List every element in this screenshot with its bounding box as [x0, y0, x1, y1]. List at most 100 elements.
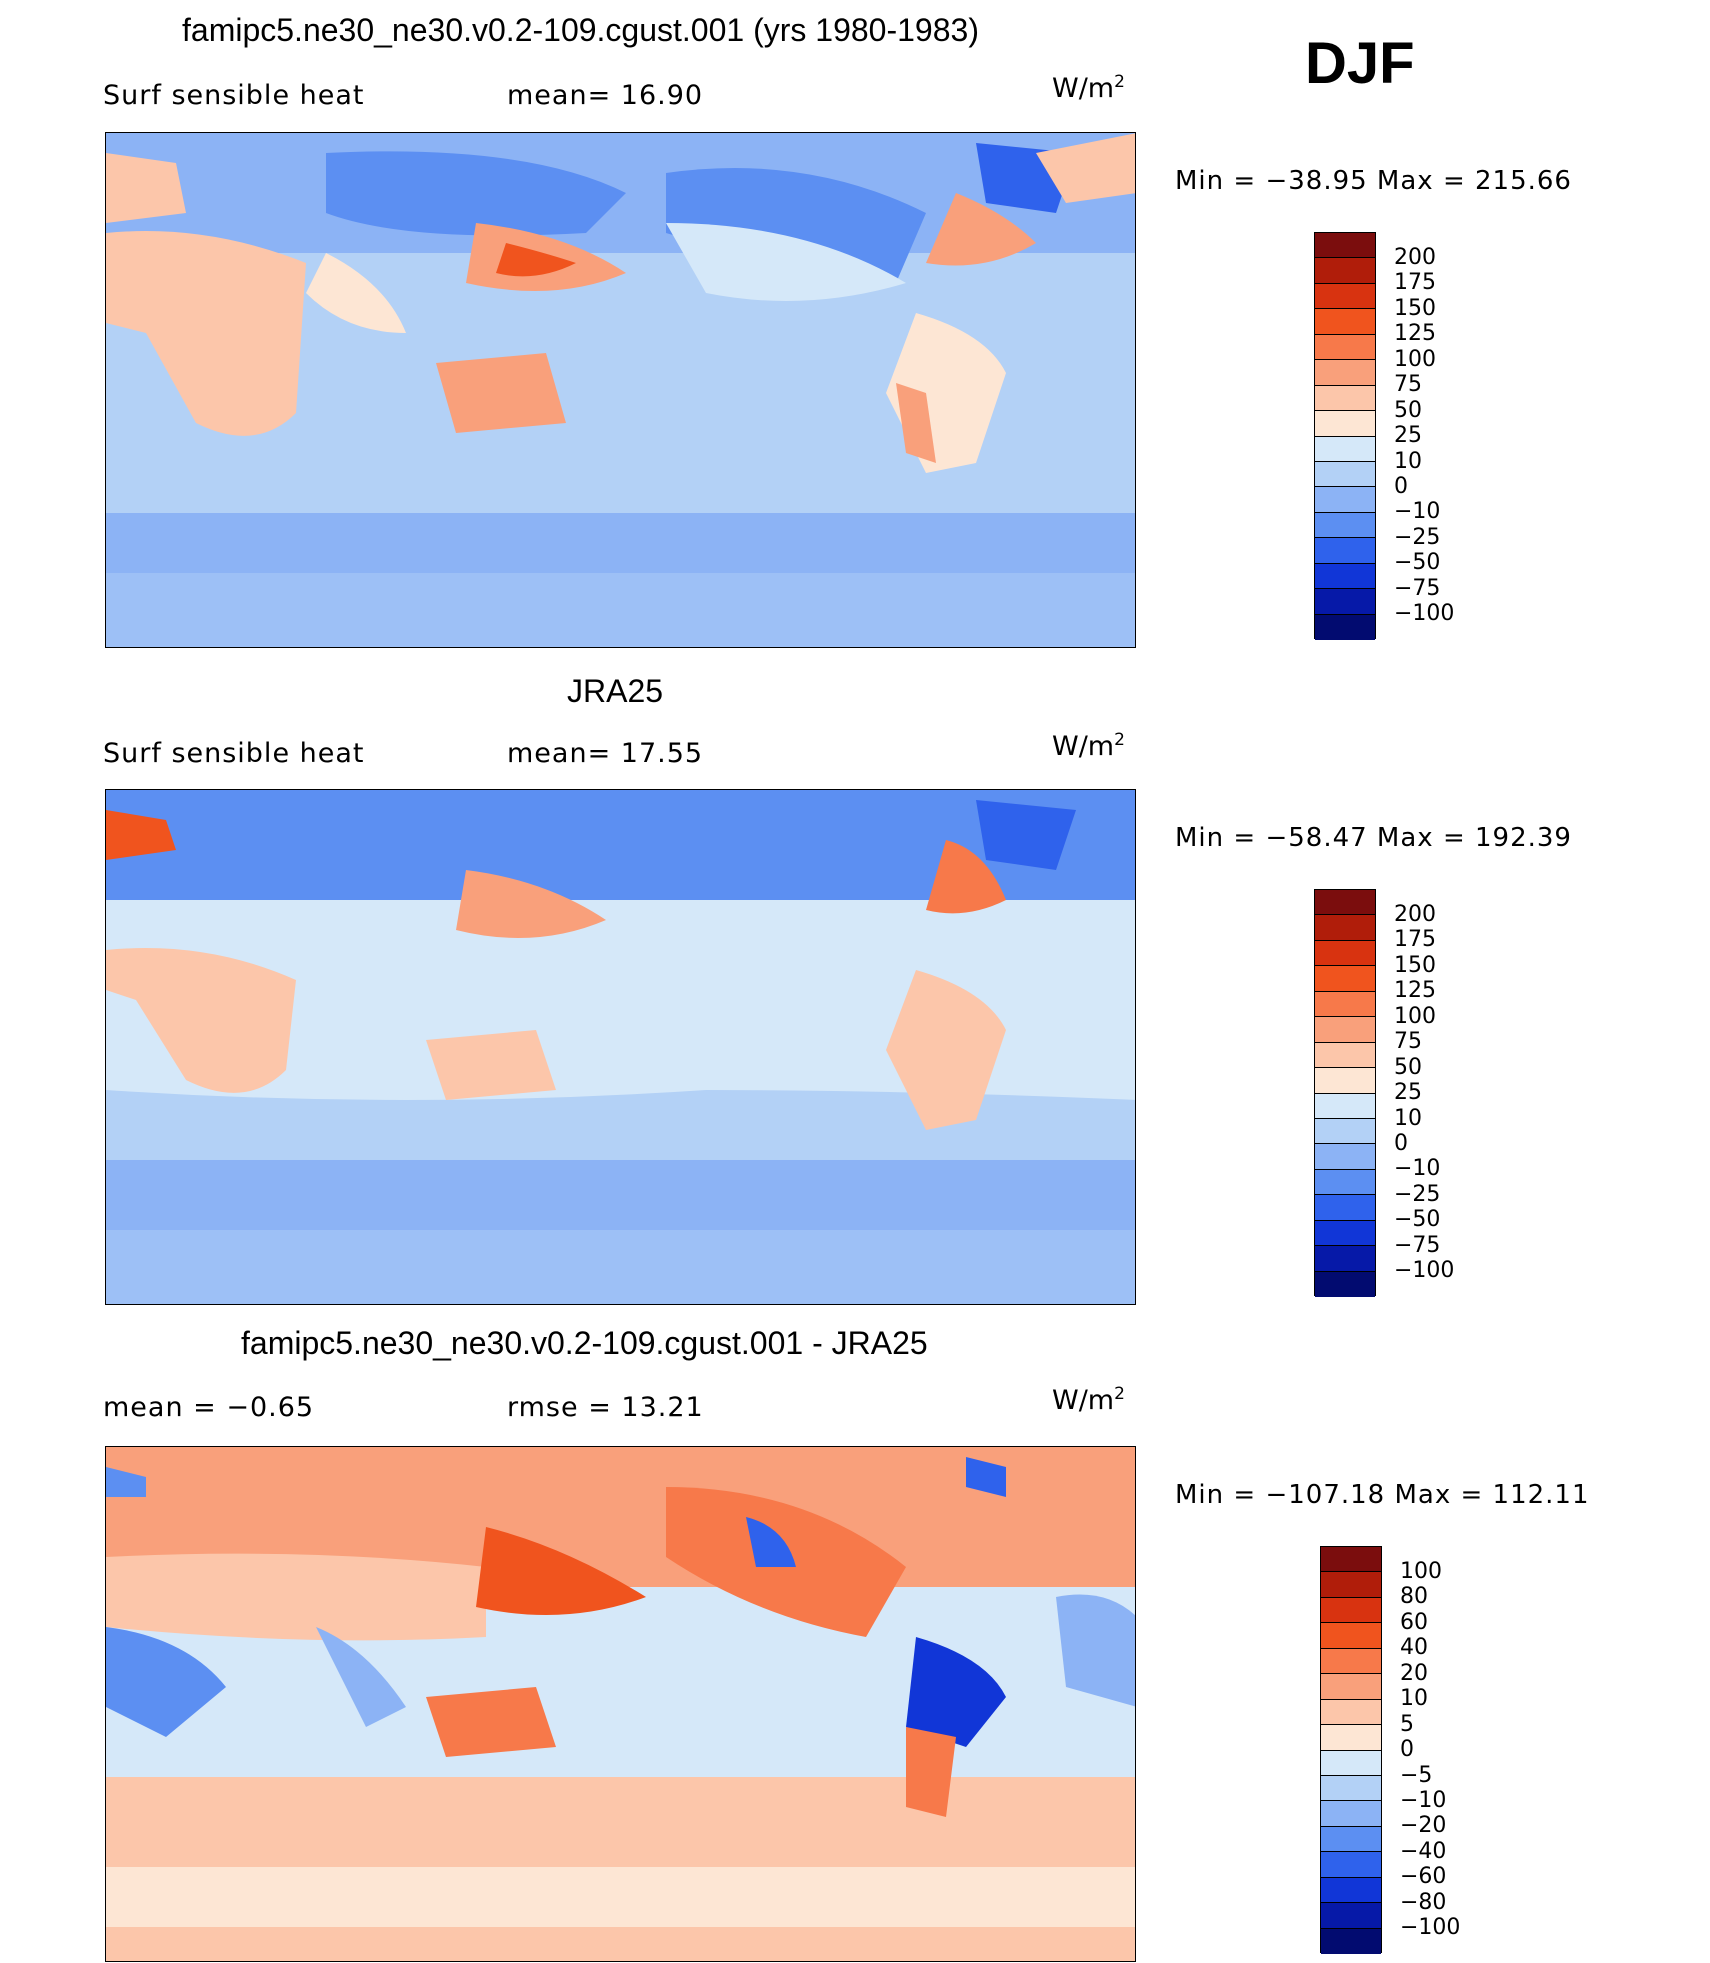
panel-2-mean-label: mean= 17.55	[507, 738, 704, 769]
panel-1-colorbar-ticks: 200 175 150 125 100 75 50 25 10 0 −10 −25 −50 −75 −100	[1394, 245, 1454, 627]
colorbar-swatch	[1321, 1547, 1381, 1573]
colorbar-swatch	[1321, 1801, 1381, 1827]
colorbar-swatch	[1315, 1220, 1375, 1247]
colorbar-swatch	[1315, 385, 1375, 412]
panel-1-colorbar-boxes	[1314, 232, 1376, 640]
colorbar-tick-label: 60	[1400, 1609, 1428, 1635]
panel-1-units: W/m2	[1052, 72, 1125, 104]
panel-3-colorbar-ticks: 100 80 60 40 20 10 5 0 −5 −10 −20 −40 −60 −80 −100	[1400, 1559, 1460, 1941]
colorbar-tick-label: 10	[1394, 1105, 1422, 1131]
colorbar-tick-label: 10	[1400, 1686, 1428, 1712]
colorbar-tick-label: 40	[1400, 1635, 1428, 1661]
panel-3-map	[105, 1446, 1136, 1962]
colorbar-tick-label: −10	[1394, 499, 1441, 525]
colorbar-tick-label: 200	[1394, 245, 1436, 270]
panel-2-map	[105, 789, 1136, 1305]
colorbar-swatch	[1315, 614, 1375, 640]
panel-2-minmax: Min = −58.47 Max = 192.39	[1175, 823, 1572, 853]
panel-1-map-field	[106, 133, 1135, 647]
colorbar-tick-label: −10	[1400, 1787, 1447, 1813]
panel-2-variable-label: Surf sensible heat	[103, 738, 365, 769]
colorbar-swatch	[1315, 1017, 1375, 1043]
colorbar-tick-label: 150	[1394, 952, 1436, 978]
colorbar-tick-label: 75	[1394, 372, 1422, 398]
colorbar-swatch	[1321, 1597, 1381, 1624]
colorbar-swatch	[1321, 1725, 1381, 1751]
panel-1-map	[105, 132, 1136, 648]
colorbar-tick-label: 25	[1394, 1080, 1422, 1106]
colorbar-tick-label: 50	[1394, 1054, 1422, 1080]
panel-1-title: famipc5.ne30_ne30.v0.2-109.cgust.001 (yr…	[182, 12, 979, 48]
colorbar-swatch	[1315, 360, 1375, 386]
panel-3-mean-label: mean = −0.65	[103, 1392, 315, 1423]
colorbar-tick-label: −75	[1394, 1232, 1441, 1258]
season-label: DJF	[1305, 31, 1415, 96]
colorbar-swatch	[1315, 461, 1375, 488]
colorbar-tick-label: −60	[1400, 1864, 1447, 1890]
colorbar-swatch	[1315, 1271, 1375, 1297]
panel-2-colorbar-boxes	[1314, 889, 1376, 1297]
colorbar-tick-label: 200	[1394, 902, 1436, 927]
colorbar-swatch	[1321, 1623, 1381, 1649]
colorbar-swatch	[1315, 966, 1375, 992]
colorbar-swatch	[1315, 589, 1375, 615]
colorbar-swatch	[1315, 991, 1375, 1018]
colorbar-swatch	[1315, 563, 1375, 590]
colorbar-tick-label: 80	[1400, 1584, 1428, 1610]
colorbar-swatch	[1321, 1852, 1381, 1878]
colorbar-swatch	[1315, 1144, 1375, 1170]
colorbar-swatch	[1315, 1093, 1375, 1119]
colorbar-tick-label: −40	[1400, 1838, 1447, 1864]
colorbar-tick-label: 0	[1394, 473, 1408, 499]
colorbar-swatch	[1315, 309, 1375, 335]
colorbar-tick-label: 150	[1394, 295, 1436, 321]
colorbar-tick-label: 125	[1394, 978, 1436, 1004]
colorbar-swatch	[1321, 1826, 1381, 1853]
panel-3-rmse-label: rmse = 13.21	[507, 1392, 704, 1423]
colorbar-swatch	[1315, 915, 1375, 941]
colorbar-tick-label: 100	[1394, 346, 1436, 372]
colorbar-swatch	[1321, 1903, 1381, 1929]
colorbar-swatch	[1315, 487, 1375, 513]
colorbar-swatch	[1315, 233, 1375, 259]
colorbar-tick-label: −10	[1394, 1156, 1441, 1182]
panel-3-minmax: Min = −107.18 Max = 112.11	[1175, 1480, 1590, 1510]
colorbar-swatch	[1321, 1572, 1381, 1598]
colorbar-tick-label: −25	[1394, 1181, 1441, 1207]
colorbar-swatch	[1315, 1042, 1375, 1069]
colorbar-tick-label: −75	[1394, 575, 1441, 601]
colorbar-swatch	[1315, 1246, 1375, 1272]
colorbar-tick-label: 125	[1394, 321, 1436, 347]
panel-2-colorbar-ticks: 200 175 150 125 100 75 50 25 10 0 −10 −25 −50 −75 −100	[1394, 902, 1454, 1284]
colorbar-swatch	[1315, 1195, 1375, 1221]
colorbar-tick-label: −25	[1394, 524, 1441, 550]
colorbar-swatch	[1321, 1877, 1381, 1904]
colorbar-tick-label: −5	[1400, 1762, 1433, 1788]
colorbar-swatch	[1315, 538, 1375, 564]
colorbar-tick-label: 175	[1394, 270, 1436, 296]
colorbar-tick-label: 25	[1394, 423, 1422, 449]
colorbar-tick-label: 100	[1400, 1559, 1442, 1584]
colorbar-swatch	[1315, 512, 1375, 539]
colorbar-tick-label: −100	[1394, 601, 1455, 627]
panel-3-colorbar-boxes	[1320, 1546, 1382, 1954]
colorbar-swatch	[1315, 334, 1375, 361]
colorbar-tick-label: 175	[1394, 927, 1436, 953]
colorbar-swatch	[1315, 1169, 1375, 1196]
colorbar-tick-label: 100	[1394, 1003, 1436, 1029]
colorbar-swatch	[1315, 436, 1375, 462]
colorbar-tick-label: 0	[1394, 1130, 1408, 1156]
colorbar-tick-label: −20	[1400, 1813, 1447, 1839]
colorbar-tick-label: −50	[1394, 1207, 1441, 1233]
colorbar-tick-label: 5	[1400, 1711, 1414, 1737]
panel-2-map-field	[106, 790, 1135, 1304]
panel-1-minmax: Min = −38.95 Max = 215.66	[1175, 166, 1572, 196]
colorbar-swatch	[1321, 1699, 1381, 1726]
colorbar-tick-label: 10	[1394, 448, 1422, 474]
colorbar-tick-label: −50	[1394, 550, 1441, 576]
colorbar-tick-label: −100	[1394, 1258, 1455, 1284]
panel-1-variable-label: Surf sensible heat	[103, 80, 365, 111]
colorbar-swatch	[1315, 258, 1375, 284]
colorbar-swatch	[1321, 1750, 1381, 1776]
colorbar-swatch	[1315, 890, 1375, 916]
